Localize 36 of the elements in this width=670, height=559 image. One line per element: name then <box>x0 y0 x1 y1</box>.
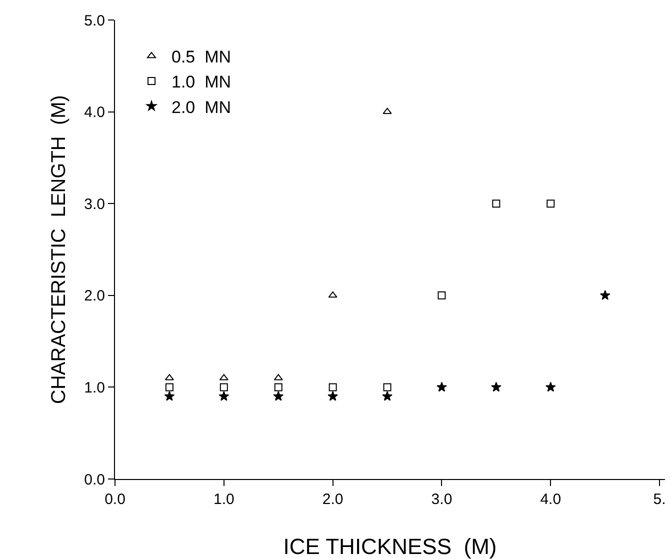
point <box>328 291 338 298</box>
point <box>328 383 337 392</box>
x-tick-label: 4.0 <box>540 491 562 508</box>
point <box>218 390 230 401</box>
legend-label: 1.0 MN <box>172 72 232 92</box>
y-tick-label: 5.0 <box>84 12 105 30</box>
y-tick-label: 3.0 <box>84 196 105 213</box>
point <box>220 383 228 392</box>
point <box>164 390 175 401</box>
point <box>382 390 392 401</box>
legend-label: 0.5 MN <box>172 48 232 67</box>
y-tick-label: 0.0 <box>84 471 105 488</box>
point <box>328 390 338 401</box>
point <box>545 382 556 392</box>
point <box>600 290 610 300</box>
legend-label: 2.0 MN <box>172 98 232 117</box>
x-tick-label: 2.0 <box>322 491 344 508</box>
x-tick-label: 0.0 <box>104 491 126 508</box>
x-axis-title: ICE THICKNESS (M) <box>283 534 497 559</box>
point <box>273 390 284 401</box>
x-tick-label: 5. <box>653 491 666 508</box>
point <box>436 382 447 392</box>
point <box>382 108 392 114</box>
x-tick-label: 3.0 <box>431 491 452 508</box>
point <box>491 382 502 392</box>
y-tick-label: 2.0 <box>84 288 105 305</box>
y-tick-label: 1.0 <box>84 379 105 396</box>
point <box>438 291 446 300</box>
point <box>165 383 174 392</box>
point <box>546 200 555 208</box>
point <box>492 200 500 208</box>
x-tick-label: 1.0 <box>213 491 234 508</box>
point <box>274 383 282 392</box>
y-axis-title: CHARACTERISTIC LENGTH (M) <box>48 95 70 404</box>
y-tick-label: 4.0 <box>84 104 105 122</box>
point <box>383 383 392 392</box>
